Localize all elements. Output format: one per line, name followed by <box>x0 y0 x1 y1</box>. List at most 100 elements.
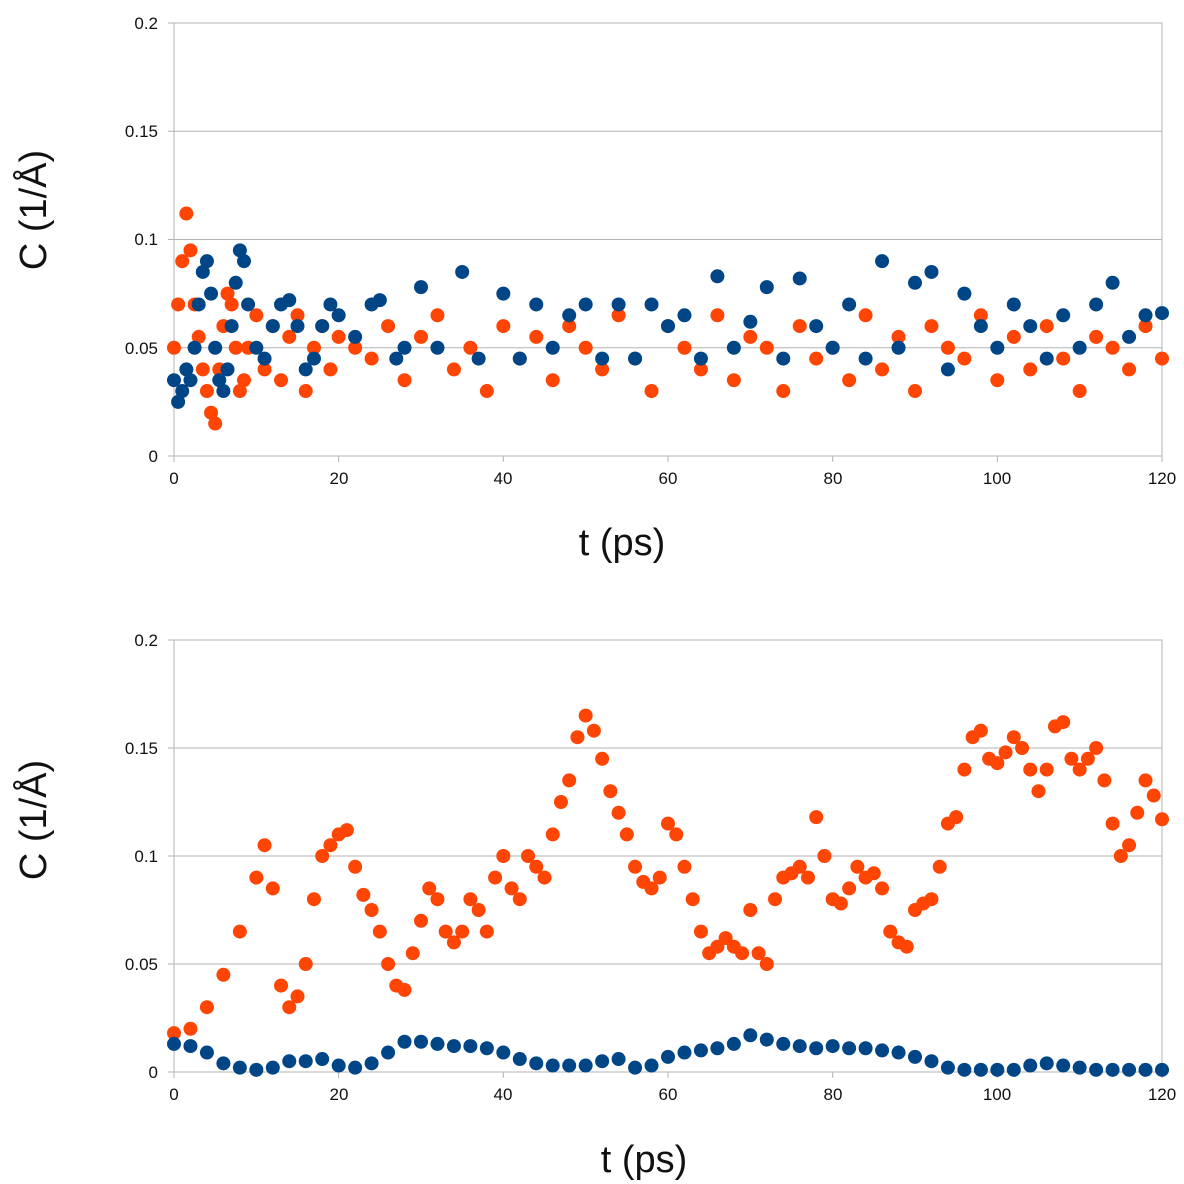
data-point <box>858 308 873 323</box>
y-tick-label: 0.15 <box>125 739 158 758</box>
data-point <box>1056 1058 1071 1073</box>
data-point <box>529 1056 544 1071</box>
data-point <box>809 319 824 334</box>
data-point <box>389 351 404 366</box>
data-point <box>924 319 939 334</box>
data-point <box>1006 329 1021 344</box>
data-point <box>562 773 577 788</box>
data-point <box>282 1054 297 1069</box>
y-tick-labels-top: 0 0.05 0.1 0.15 0.2 <box>125 14 158 466</box>
data-point <box>644 881 659 896</box>
data-point <box>298 384 313 399</box>
data-point <box>455 264 470 279</box>
data-point <box>1023 362 1038 377</box>
data-point <box>512 1052 527 1067</box>
data-point <box>191 297 206 312</box>
data-point <box>455 924 470 939</box>
data-point <box>875 881 890 896</box>
data-point <box>199 1045 214 1060</box>
data-point <box>224 297 239 312</box>
data-point <box>875 254 890 269</box>
data-point <box>195 362 210 377</box>
x-tick-label: 120 <box>1148 469 1176 488</box>
data-point <box>257 351 272 366</box>
data-point <box>446 362 461 377</box>
data-point <box>1138 1062 1153 1077</box>
data-point <box>1064 751 1079 766</box>
data-point <box>924 264 939 279</box>
data-point <box>274 373 289 388</box>
data-point <box>545 340 560 355</box>
x-axis-title-bottom: t (ps) <box>601 1139 688 1181</box>
data-point <box>405 946 420 961</box>
data-point <box>809 351 824 366</box>
data-point <box>171 394 186 409</box>
chart-top: 0 0.05 0.1 0.15 0.2 0 20 40 60 80 100 12… <box>11 14 1176 564</box>
data-point <box>315 1052 330 1067</box>
data-point <box>652 870 667 885</box>
data-point <box>1155 306 1169 321</box>
data-point <box>1056 351 1071 366</box>
data-point <box>446 1039 461 1054</box>
x-tick-labels-bottom: 0 20 40 60 80 100 120 <box>169 1085 1176 1104</box>
data-point <box>644 1058 659 1073</box>
data-point <box>183 243 198 258</box>
data-point <box>187 340 202 355</box>
data-point <box>677 1045 692 1060</box>
data-point <box>924 892 939 907</box>
data-point <box>220 362 235 377</box>
data-point <box>1105 1062 1120 1077</box>
data-point <box>677 859 692 874</box>
data-point <box>331 329 346 344</box>
data-point <box>348 1060 363 1075</box>
points-bottom <box>167 708 1169 1077</box>
data-point <box>381 957 396 971</box>
data-point <box>743 903 758 917</box>
data-point <box>179 362 194 377</box>
data-point <box>1072 1060 1087 1075</box>
data-point <box>710 269 725 284</box>
data-point <box>372 924 387 939</box>
data-point <box>348 859 363 874</box>
data-point <box>265 319 280 334</box>
data-point <box>628 1060 643 1075</box>
data-point <box>669 827 684 842</box>
data-point <box>167 1036 181 1051</box>
data-point <box>726 1036 741 1051</box>
data-point <box>195 264 210 279</box>
data-point <box>479 384 494 399</box>
data-point <box>940 362 955 377</box>
data-point <box>488 870 503 885</box>
data-point <box>216 1056 231 1071</box>
data-point <box>282 293 297 308</box>
x-tick-label: 20 <box>330 469 349 488</box>
data-point <box>1089 329 1104 344</box>
data-point <box>957 286 972 301</box>
data-point <box>496 1045 511 1060</box>
data-point <box>446 935 461 950</box>
data-point <box>875 362 890 377</box>
data-point <box>842 881 857 896</box>
data-point <box>323 362 338 377</box>
data-point <box>940 340 955 355</box>
x-tick-label: 0 <box>169 1085 178 1104</box>
x-tick-label: 100 <box>983 1085 1011 1104</box>
data-point <box>521 849 536 863</box>
y-tick-label: 0.1 <box>134 230 158 249</box>
data-point <box>850 859 865 874</box>
data-point <box>249 308 264 323</box>
data-point <box>315 319 330 334</box>
data-point <box>1072 340 1087 355</box>
data-point <box>236 373 251 388</box>
data-point <box>693 362 708 377</box>
y-tick-label: 0.05 <box>125 955 158 974</box>
data-point <box>940 1060 955 1075</box>
data-point <box>949 810 964 825</box>
data-point <box>1039 351 1054 366</box>
data-point <box>504 881 519 896</box>
data-point <box>204 405 219 420</box>
data-point <box>397 1034 412 1049</box>
data-point <box>710 308 725 323</box>
data-point <box>1089 1062 1104 1077</box>
data-point <box>973 319 988 334</box>
